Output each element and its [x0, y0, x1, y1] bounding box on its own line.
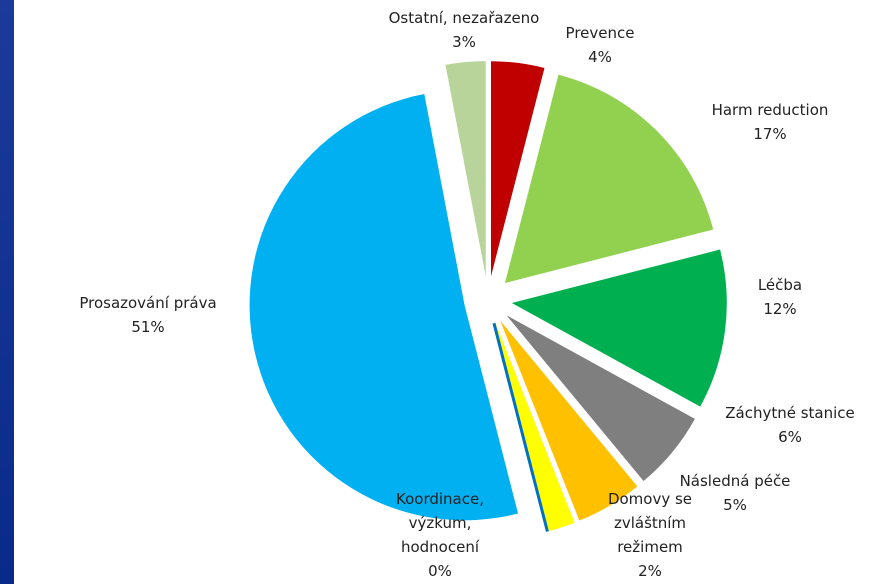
category-label: Domovy se zvláštním režimem — [607, 490, 693, 556]
pie-slice — [492, 322, 549, 532]
slice-label: Domovy se zvláštním režimem 2% — [579, 487, 721, 583]
slice-label: Záchytné stanice 6% — [710, 401, 870, 449]
pie-slice — [506, 315, 695, 481]
pie-slice — [491, 61, 545, 277]
category-label: Ostatní, nezařazeno — [388, 9, 540, 27]
value-label: 17% — [753, 125, 787, 143]
category-label: Prevence — [565, 24, 635, 42]
value-label: 5% — [723, 496, 747, 514]
value-label: 12% — [763, 300, 797, 318]
pie-slice — [504, 74, 714, 284]
pie-slice — [511, 249, 727, 407]
slice-label: Ostatní, nezařazeno 3% — [374, 6, 554, 54]
slice-label: Harm reduction 17% — [690, 98, 850, 146]
category-label: Léčba — [757, 276, 803, 294]
value-label: 51% — [131, 318, 165, 336]
slice-label: Léčba 12% — [720, 273, 840, 321]
slice-label: Prosazování práva 51% — [48, 291, 248, 339]
category-label: Harm reduction — [711, 101, 829, 119]
slice-label: Prevence 4% — [540, 21, 660, 69]
value-label: 6% — [778, 428, 802, 446]
value-label: 0% — [428, 562, 452, 580]
category-label: Záchytné stanice — [725, 404, 855, 422]
slice-label: Koordinace, výzkum, hodnocení 0% — [368, 487, 513, 583]
category-label: Prosazování práva — [79, 294, 217, 312]
value-label: 3% — [452, 33, 476, 51]
slice-label: Následná péče 5% — [660, 469, 810, 517]
side-strip — [0, 0, 14, 584]
category-label: Následná péče — [679, 472, 791, 490]
value-label: 2% — [638, 562, 662, 580]
category-label: Koordinace, výzkum, hodnocení — [396, 490, 484, 556]
pie-slice — [249, 94, 519, 521]
pie-slice — [495, 322, 575, 532]
pie-slice — [500, 320, 638, 521]
pie-slice — [445, 61, 486, 277]
value-label: 4% — [588, 48, 612, 66]
